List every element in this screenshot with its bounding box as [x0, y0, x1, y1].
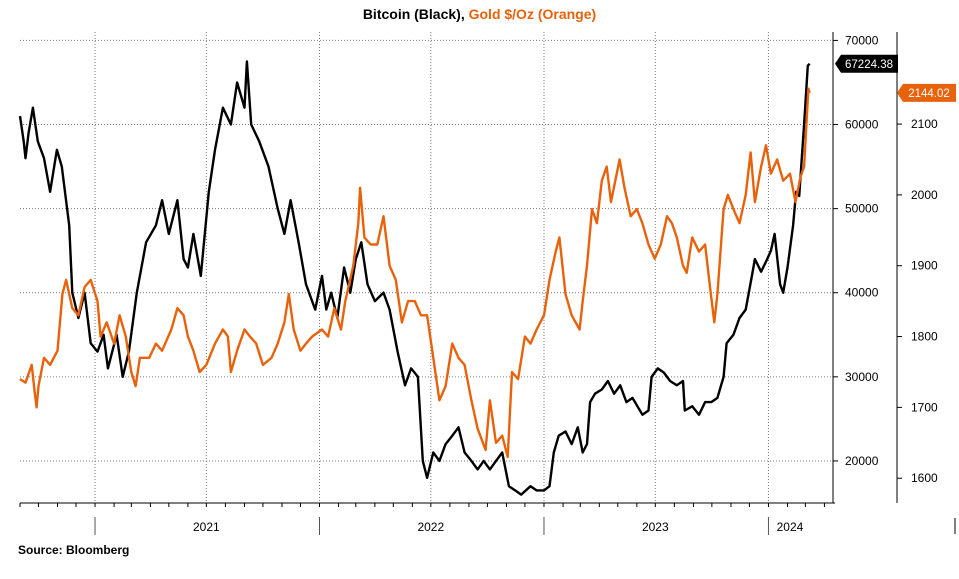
- bitcoin-last-value-label: 67224.38: [845, 59, 893, 71]
- bitcoin-tick-label-40000: 40000: [845, 286, 879, 300]
- gold-last-value-label: 2144.02: [908, 88, 950, 100]
- bitcoin-tick-label-30000: 30000: [845, 370, 879, 384]
- gold-tick-label-1600: 1600: [911, 471, 938, 485]
- gold-last-value-box: [897, 83, 956, 102]
- gold-tick-label-1700: 1700: [911, 400, 938, 414]
- x-tick-label-2024: 2024: [777, 520, 804, 534]
- x-tick-label-2023: 2023: [642, 520, 669, 534]
- bitcoin-last-value-box: [835, 54, 898, 73]
- x-tick-label-2022: 2022: [417, 520, 444, 534]
- gold-tick-label-2100: 2100: [911, 117, 938, 131]
- bitcoin-tick-label-60000: 60000: [845, 118, 879, 132]
- title-gold-part: Gold $/Oz (Orange): [468, 6, 597, 22]
- gold-tick-label-2000: 2000: [911, 188, 938, 202]
- source-note: Source: Bloomberg: [18, 543, 130, 557]
- bitcoin-tick-label-20000: 20000: [845, 454, 879, 468]
- x-tick-label-2021: 2021: [193, 520, 220, 534]
- chart-title: Bitcoin (Black), Gold $/Oz (Orange): [0, 6, 959, 22]
- gold-tick-label-1900: 1900: [911, 259, 938, 273]
- gold-series-line: [19, 87, 811, 459]
- bitcoin-series-line: [18, 60, 811, 496]
- title-bitcoin-part: Bitcoin (Black),: [362, 6, 469, 22]
- bitcoin-tick-label-70000: 70000: [845, 33, 879, 47]
- bitcoin-tick-label-50000: 50000: [845, 202, 879, 216]
- gold-tick-label-1800: 1800: [911, 330, 938, 344]
